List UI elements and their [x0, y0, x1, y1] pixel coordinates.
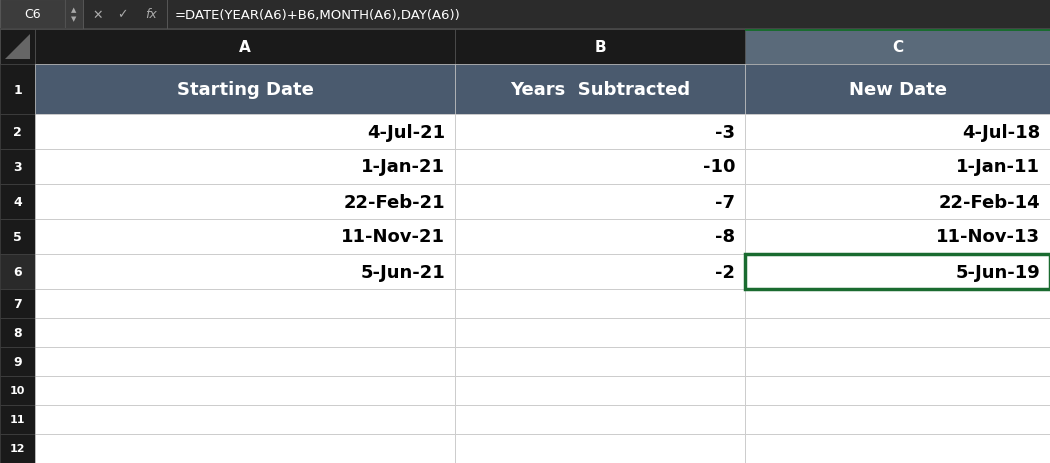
- Bar: [746, 185, 1050, 219]
- Bar: [35, 434, 455, 463]
- Bar: [35, 255, 455, 289]
- Text: 1-Jan-11: 1-Jan-11: [956, 158, 1040, 176]
- Bar: [455, 255, 746, 289]
- Bar: [746, 376, 1050, 405]
- Bar: [0, 29, 1050, 30]
- Text: ▼: ▼: [71, 17, 77, 22]
- Bar: [35, 319, 455, 347]
- Bar: [455, 405, 746, 434]
- Bar: [455, 347, 746, 376]
- Text: 12: 12: [9, 444, 25, 454]
- Text: -10: -10: [702, 158, 735, 176]
- Bar: [455, 376, 746, 405]
- Text: C6: C6: [24, 8, 41, 21]
- Text: 11-Nov-21: 11-Nov-21: [341, 228, 445, 246]
- Bar: [455, 219, 746, 255]
- Bar: [455, 65, 746, 115]
- Bar: [746, 30, 1050, 65]
- Text: ✓: ✓: [117, 8, 127, 21]
- Bar: [746, 65, 1050, 115]
- Bar: [0, 30, 35, 65]
- Text: 22-Feb-14: 22-Feb-14: [939, 193, 1040, 211]
- Bar: [746, 30, 1050, 32]
- Text: 3: 3: [14, 161, 22, 174]
- Text: 1-Jan-21: 1-Jan-21: [361, 158, 445, 176]
- Text: 5-Jun-21: 5-Jun-21: [360, 263, 445, 281]
- Text: 5: 5: [14, 231, 22, 244]
- Bar: [455, 289, 746, 319]
- Text: 9: 9: [14, 355, 22, 368]
- Text: New Date: New Date: [848, 81, 946, 99]
- Bar: [0, 30, 1050, 65]
- Bar: [455, 30, 746, 65]
- Bar: [0, 185, 35, 219]
- Bar: [746, 115, 1050, 150]
- Text: -7: -7: [715, 193, 735, 211]
- Text: B: B: [594, 40, 606, 55]
- Bar: [0, 115, 35, 150]
- Bar: [746, 150, 1050, 185]
- Bar: [35, 289, 455, 319]
- Bar: [0, 289, 35, 319]
- Text: 2: 2: [14, 126, 22, 139]
- Text: 10: 10: [9, 386, 25, 396]
- Bar: [35, 347, 455, 376]
- Bar: [455, 319, 746, 347]
- Text: A: A: [239, 40, 251, 55]
- Text: fx: fx: [145, 8, 156, 21]
- Bar: [746, 434, 1050, 463]
- Bar: [35, 65, 455, 115]
- Bar: [35, 30, 455, 65]
- Text: ▲: ▲: [71, 7, 77, 13]
- Bar: [65, 0, 83, 30]
- Bar: [0, 255, 35, 289]
- Bar: [746, 255, 1050, 289]
- Text: Starting Date: Starting Date: [176, 81, 314, 99]
- Text: C: C: [891, 40, 903, 55]
- Bar: [746, 219, 1050, 255]
- Bar: [455, 150, 746, 185]
- Bar: [0, 347, 35, 376]
- Bar: [35, 219, 455, 255]
- Bar: [746, 289, 1050, 319]
- Bar: [0, 376, 35, 405]
- Bar: [0, 0, 65, 30]
- Text: ✕: ✕: [92, 8, 103, 21]
- Bar: [746, 405, 1050, 434]
- Text: =DATE(YEAR(A6)+B6,MONTH(A6),DAY(A6)): =DATE(YEAR(A6)+B6,MONTH(A6),DAY(A6)): [175, 8, 461, 21]
- Text: -2: -2: [715, 263, 735, 281]
- Bar: [35, 376, 455, 405]
- Bar: [0, 65, 35, 115]
- Text: 6: 6: [14, 265, 22, 278]
- Text: -3: -3: [715, 123, 735, 141]
- Text: 22-Feb-21: 22-Feb-21: [343, 193, 445, 211]
- Bar: [455, 434, 746, 463]
- Bar: [0, 319, 35, 347]
- Text: 8: 8: [14, 326, 22, 339]
- Polygon shape: [5, 35, 30, 60]
- Text: 7: 7: [14, 297, 22, 310]
- Text: 4-Jul-18: 4-Jul-18: [962, 123, 1040, 141]
- Bar: [455, 115, 746, 150]
- Bar: [35, 405, 455, 434]
- Text: 1: 1: [14, 83, 22, 96]
- Bar: [0, 434, 35, 463]
- Bar: [746, 319, 1050, 347]
- Bar: [455, 185, 746, 219]
- Bar: [0, 405, 35, 434]
- Bar: [35, 115, 455, 150]
- Text: 5-Jun-19: 5-Jun-19: [956, 263, 1040, 281]
- Bar: [35, 185, 455, 219]
- Bar: [0, 150, 35, 185]
- Text: -8: -8: [715, 228, 735, 246]
- Text: 11-Nov-13: 11-Nov-13: [936, 228, 1040, 246]
- Text: 4: 4: [14, 195, 22, 208]
- Bar: [0, 219, 35, 255]
- Bar: [0, 0, 1050, 30]
- Text: Years  Subtracted: Years Subtracted: [510, 81, 690, 99]
- Text: 4-Jul-21: 4-Jul-21: [366, 123, 445, 141]
- Bar: [35, 150, 455, 185]
- Text: 11: 11: [9, 414, 25, 425]
- Bar: [746, 347, 1050, 376]
